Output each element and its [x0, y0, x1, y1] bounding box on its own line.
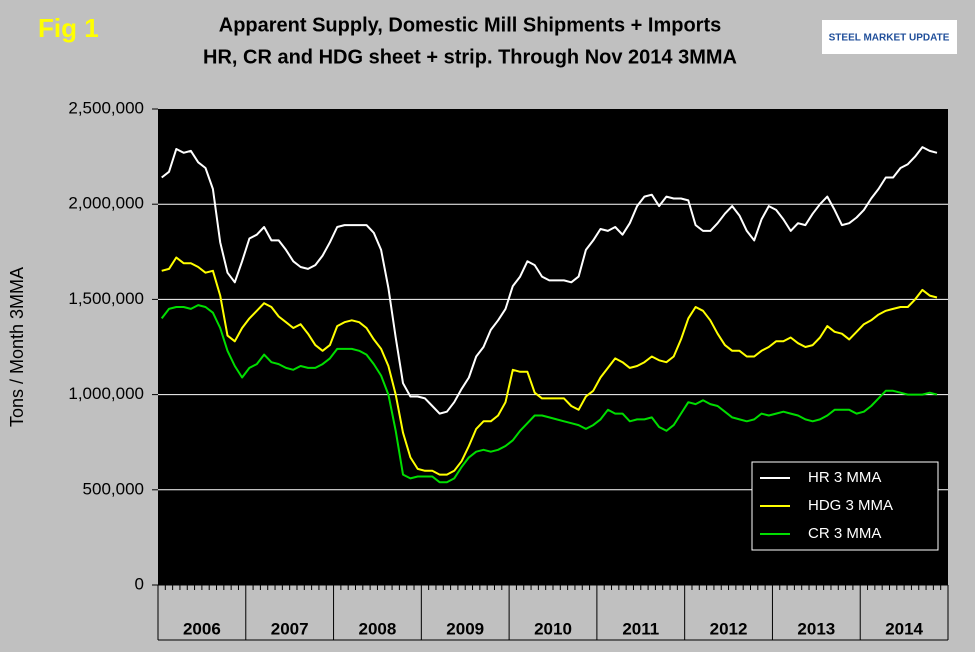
x-tick-label: 2009 [446, 619, 484, 638]
y-tick-label: 0 [135, 574, 144, 593]
x-tick-label: 2006 [183, 619, 221, 638]
y-tick-label: 500,000 [83, 479, 144, 498]
y-tick-label: 1,000,000 [68, 384, 144, 403]
y-tick-label: 2,500,000 [68, 98, 144, 117]
series-line [161, 146, 938, 415]
chart-title: Apparent Supply, Domestic Mill Shipments… [219, 14, 721, 36]
legend-label: HR 3 MMA [808, 469, 881, 486]
series-line [160, 304, 938, 484]
x-tick-label: 2010 [534, 619, 572, 638]
x-tick-label: 2012 [710, 619, 748, 638]
logo-box [822, 20, 957, 54]
y-tick-label: 2,000,000 [68, 194, 144, 213]
series-line [161, 256, 938, 476]
x-tick-label: 2013 [797, 619, 835, 638]
x-tick-label: 2007 [271, 619, 309, 638]
y-tick-label: 1,500,000 [68, 289, 144, 308]
logo: STEEL MARKET UPDATE [829, 33, 950, 44]
x-tick-label: 2011 [622, 619, 659, 638]
figure-label: Fig 1 [38, 13, 99, 43]
x-tick-label: 2008 [359, 619, 397, 638]
y-axis-label: Tons / Month 3MMA [7, 267, 27, 427]
x-tick-label: 2014 [885, 619, 923, 638]
legend-label: HDG 3 MMA [808, 497, 893, 514]
chart-subtitle: HR, CR and HDG sheet + strip. Through No… [203, 46, 737, 68]
legend-label: CR 3 MMA [808, 525, 881, 542]
